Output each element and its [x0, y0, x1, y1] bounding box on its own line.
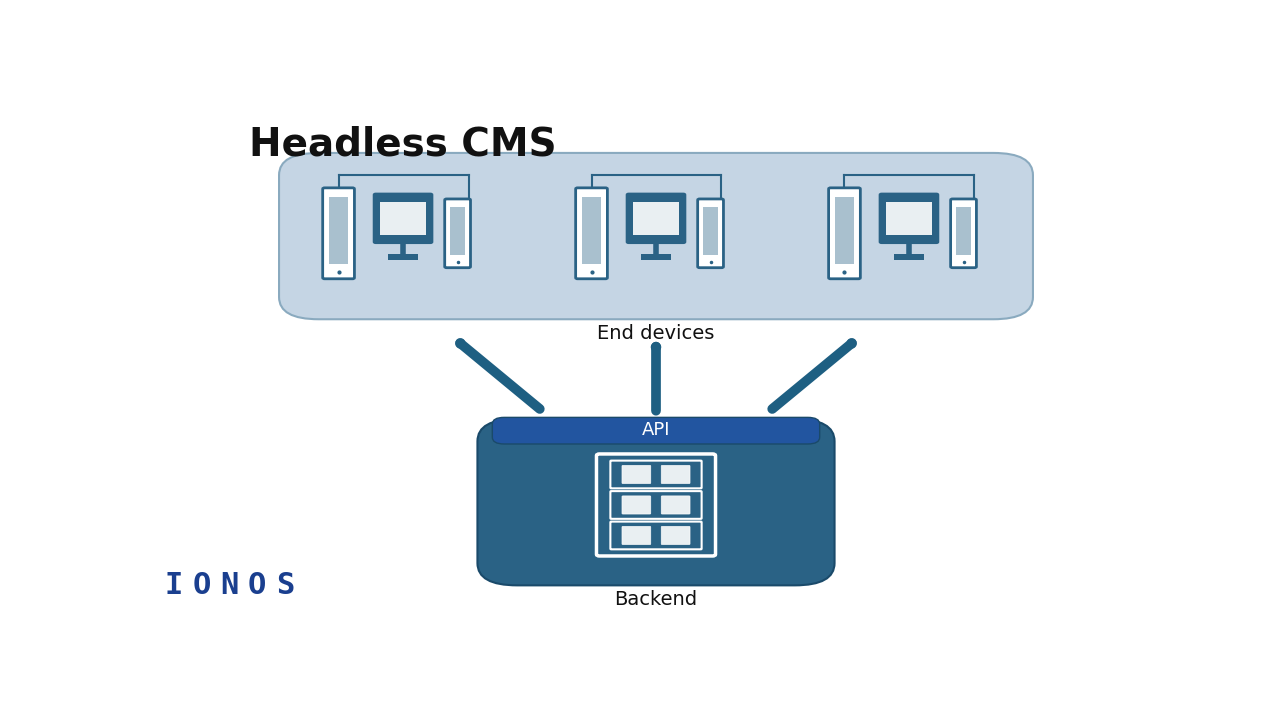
- FancyBboxPatch shape: [622, 465, 650, 484]
- FancyBboxPatch shape: [323, 188, 355, 279]
- FancyBboxPatch shape: [662, 465, 690, 484]
- FancyBboxPatch shape: [622, 526, 650, 544]
- Text: End devices: End devices: [598, 323, 714, 343]
- FancyBboxPatch shape: [611, 521, 701, 549]
- FancyBboxPatch shape: [886, 202, 932, 235]
- FancyBboxPatch shape: [493, 418, 819, 444]
- FancyBboxPatch shape: [611, 461, 701, 488]
- FancyBboxPatch shape: [662, 526, 690, 544]
- FancyBboxPatch shape: [576, 188, 608, 279]
- FancyBboxPatch shape: [380, 202, 426, 235]
- FancyBboxPatch shape: [582, 197, 602, 264]
- FancyBboxPatch shape: [444, 199, 471, 268]
- FancyBboxPatch shape: [879, 194, 938, 243]
- FancyBboxPatch shape: [611, 491, 701, 519]
- FancyBboxPatch shape: [477, 419, 835, 585]
- FancyBboxPatch shape: [703, 207, 718, 255]
- Text: API: API: [641, 420, 671, 438]
- FancyBboxPatch shape: [622, 496, 650, 514]
- FancyBboxPatch shape: [388, 254, 419, 260]
- Text: N: N: [220, 571, 238, 600]
- Text: O: O: [192, 571, 211, 600]
- FancyBboxPatch shape: [835, 197, 854, 264]
- FancyBboxPatch shape: [698, 199, 723, 268]
- FancyBboxPatch shape: [828, 188, 860, 279]
- Text: I: I: [165, 571, 183, 600]
- FancyBboxPatch shape: [279, 153, 1033, 319]
- FancyBboxPatch shape: [662, 496, 690, 514]
- Text: Headless CMS: Headless CMS: [250, 125, 557, 163]
- Text: O: O: [248, 571, 266, 600]
- FancyBboxPatch shape: [451, 207, 465, 255]
- FancyBboxPatch shape: [627, 194, 685, 243]
- FancyBboxPatch shape: [641, 254, 671, 260]
- Text: Backend: Backend: [614, 590, 698, 608]
- FancyBboxPatch shape: [634, 202, 678, 235]
- FancyBboxPatch shape: [893, 254, 924, 260]
- FancyBboxPatch shape: [956, 207, 972, 255]
- Text: S: S: [275, 571, 294, 600]
- FancyBboxPatch shape: [374, 194, 433, 243]
- FancyBboxPatch shape: [951, 199, 977, 268]
- FancyBboxPatch shape: [329, 197, 348, 264]
